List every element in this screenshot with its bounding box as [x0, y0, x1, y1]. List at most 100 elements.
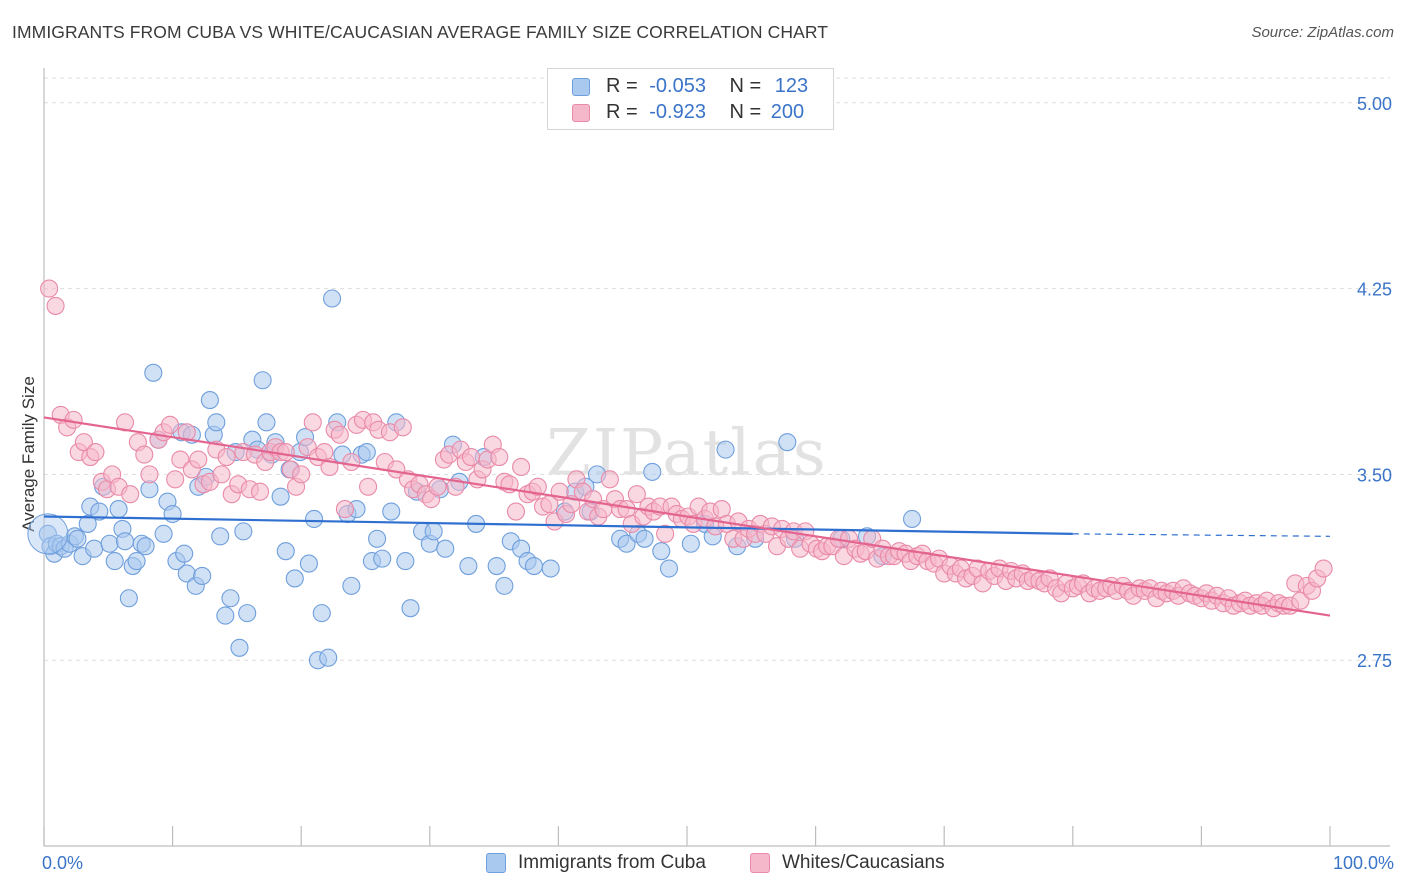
cuba-point — [136, 537, 155, 556]
cuba-point — [207, 413, 226, 432]
white-point — [627, 485, 646, 504]
white-point — [342, 452, 361, 472]
cuba-point — [200, 391, 219, 410]
cuba-point — [78, 514, 97, 533]
cuba-point — [716, 440, 735, 459]
white-point — [600, 470, 619, 489]
cuba-point — [495, 576, 514, 595]
white-point — [303, 413, 322, 432]
cuba-point — [396, 552, 415, 571]
chart-title: IMMIGRANTS FROM CUBA VS WHITE/CAUCASIAN … — [12, 22, 829, 42]
cuba-point — [115, 532, 135, 551]
cuba-point — [119, 589, 138, 608]
white-point — [359, 477, 378, 496]
cuba-point — [221, 589, 240, 608]
cuba-point — [342, 576, 361, 595]
cuba-point — [211, 527, 230, 546]
cuba-point — [234, 522, 253, 541]
cuba-point — [424, 522, 443, 541]
white-point — [140, 465, 159, 484]
y-tick-label: 2.75 — [1357, 651, 1392, 671]
cuba-point-large — [27, 513, 69, 555]
cuba-trend-extension — [1072, 533, 1331, 537]
legend-r-value: -0.053 — [649, 75, 706, 97]
white-point — [393, 418, 412, 437]
legend-n-label: N = — [729, 75, 762, 97]
cuba-point — [652, 542, 671, 561]
cuba-point — [312, 604, 331, 623]
white-point — [160, 415, 180, 434]
stats-legend: R = -0.053 N = 123 R = -0.923 N = 200 — [547, 68, 834, 130]
cuba-point — [681, 534, 700, 553]
white-point — [189, 450, 208, 469]
cuba-point — [487, 557, 506, 576]
white-point — [656, 524, 675, 543]
cuba-point — [276, 542, 295, 561]
white-point — [512, 457, 531, 477]
cuba-point — [541, 559, 560, 578]
cuba-point — [401, 599, 420, 618]
cuba-point — [319, 648, 338, 667]
white-point — [428, 477, 447, 496]
legend-swatch-pink — [750, 853, 770, 873]
cuba-point — [253, 371, 272, 390]
white-point — [166, 470, 185, 489]
x-tick-label: 100.0% — [1333, 853, 1394, 873]
legend-r-label: R = — [606, 101, 638, 123]
white-point — [506, 502, 526, 521]
cuba-point — [299, 554, 318, 573]
cuba-point — [216, 606, 235, 625]
cuba-point — [238, 604, 257, 623]
cuba-point — [305, 509, 324, 529]
white-point — [212, 465, 231, 484]
white-point — [40, 279, 59, 298]
white-point — [171, 450, 190, 469]
white-point — [177, 423, 196, 442]
cuba-point — [105, 552, 124, 571]
cuba-point — [459, 557, 478, 576]
legend-n-value: 123 — [774, 75, 809, 97]
cuba-point — [175, 544, 194, 563]
cuba-point — [85, 539, 104, 558]
white-point — [250, 482, 270, 501]
cuba-point — [68, 529, 87, 548]
y-tick-label: 5.00 — [1357, 94, 1392, 114]
white-point — [490, 447, 509, 467]
cuba-point — [154, 524, 173, 543]
cuba-point — [193, 566, 212, 586]
cuba-point — [368, 529, 387, 548]
legend-label-white: Whites/Caucasians — [782, 852, 945, 873]
cuba-point — [436, 539, 455, 558]
legend-r-value: -0.923 — [649, 101, 706, 123]
x-tick-label: 0.0% — [42, 853, 83, 873]
cuba-point — [524, 557, 544, 576]
cuba-point — [109, 500, 128, 519]
cuba-point — [659, 559, 679, 578]
white-point — [528, 477, 547, 496]
source-label: Source: ZipAtlas.com — [1251, 24, 1394, 41]
cuba-point — [323, 289, 342, 308]
legend-label-cuba: Immigrants from Cuba — [518, 852, 706, 873]
cuba-point — [271, 487, 290, 506]
y-tick-label: 4.25 — [1357, 280, 1392, 300]
cuba-point — [643, 462, 662, 481]
legend-n-value: 200 — [770, 101, 805, 123]
white-point — [121, 485, 140, 504]
legend-swatch-blue — [572, 78, 590, 96]
y-axis-label: Average Family Size — [19, 376, 38, 532]
y-tick-label: 3.50 — [1357, 465, 1392, 485]
white-point — [64, 410, 83, 429]
cuba-trend-line — [43, 515, 1073, 535]
white-point — [1314, 559, 1333, 578]
white-point — [335, 500, 354, 519]
cuba-point — [778, 433, 797, 452]
cuba-point — [357, 443, 376, 462]
white-point — [292, 465, 311, 484]
white-point — [135, 445, 154, 464]
cuba-point — [144, 363, 163, 382]
cuba-point — [902, 509, 922, 529]
cuba-point — [163, 504, 182, 524]
cuba-point — [382, 502, 401, 521]
legend-swatch-blue — [486, 853, 506, 873]
legend-r-label: R = — [606, 75, 638, 97]
